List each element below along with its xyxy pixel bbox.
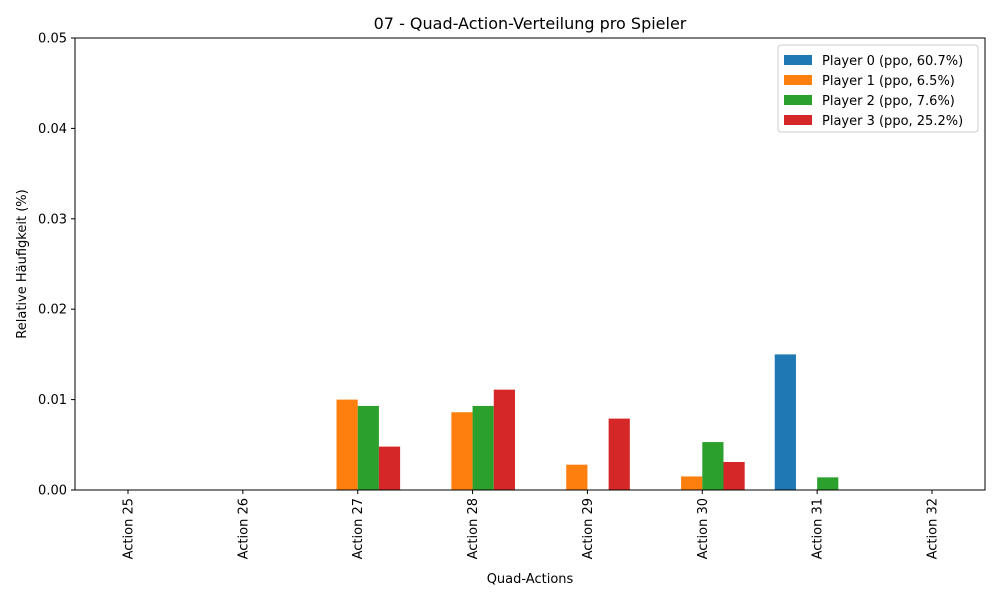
y-tick-label: 0.04 (38, 122, 67, 137)
bars-group (336, 354, 839, 490)
chart-title: 07 - Quad-Action-Verteilung pro Spieler (374, 14, 687, 33)
y-axis: 0.00 0.01 0.02 0.03 0.04 0.05 (38, 32, 75, 499)
x-tick-label: Action 27 (351, 498, 366, 559)
x-tick-label: Action 25 (122, 498, 137, 559)
y-axis-label: Relative Häufigkeit (%) (15, 189, 30, 338)
bar-player-2-action-30 (702, 442, 724, 490)
bar-player-2-action-27 (357, 405, 379, 490)
legend-entry-label: Player 0 (ppo, 60.7%) (822, 54, 963, 69)
bar-player-1-action-30 (681, 476, 703, 490)
legend-entry-label: Player 2 (ppo, 7.6%) (822, 94, 955, 109)
x-tick-label: Action 26 (236, 498, 251, 559)
bar-player-2-action-31 (817, 477, 839, 490)
legend-frame (777, 44, 979, 133)
legend: Player 0 (ppo, 60.7%) Player 1 (ppo, 6.5%… (777, 44, 979, 133)
y-tick-label: 0.05 (38, 32, 67, 47)
bar-player-1-action-28 (451, 412, 473, 490)
y-tick-label: 0.03 (38, 212, 67, 227)
y-tick-label: 0.01 (38, 393, 67, 408)
x-axis-label: Quad-Actions (487, 572, 574, 587)
bar-player-1-action-27 (336, 399, 358, 490)
x-tick-label: Action 28 (466, 498, 481, 559)
legend-swatch (784, 55, 812, 65)
x-tick-label: Action 31 (811, 498, 826, 559)
x-tick-label: Action 32 (926, 498, 941, 559)
legend-swatch (784, 115, 812, 125)
x-tick-label: Action 29 (581, 498, 596, 559)
legend-swatch (784, 75, 812, 85)
bar-player-2-action-28 (472, 405, 494, 490)
x-tick-label: Action 30 (696, 498, 711, 559)
plot-frame (74, 37, 986, 491)
bar-player-3-action-28 (493, 389, 515, 490)
bar-player-1-action-29 (566, 464, 588, 490)
y-tick-label: 0.00 (38, 484, 67, 499)
y-tick-label: 0.02 (38, 303, 67, 318)
bar-player-3-action-29 (608, 418, 630, 490)
bar-player-3-action-30 (723, 461, 745, 490)
x-axis: Action 25 Action 26 Action 27 Action 28 Acti… (122, 490, 941, 559)
legend-entry-label: Player 1 (ppo, 6.5%) (822, 74, 955, 89)
bar-player-3-action-27 (378, 446, 401, 490)
legend-entry-label: Player 3 (ppo, 25.2%) (822, 114, 963, 129)
legend-swatch (784, 95, 812, 105)
bar-player-0-action-31 (774, 354, 796, 490)
